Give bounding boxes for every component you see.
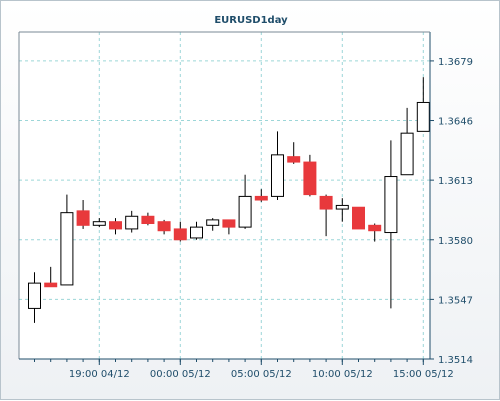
x-tick-label: 00:00 05/12 bbox=[150, 369, 211, 380]
y-tick-label: 1.3547 bbox=[438, 295, 473, 306]
candle-body-bear bbox=[44, 282, 58, 288]
y-tick-label: 1.3613 bbox=[438, 176, 473, 187]
candle bbox=[303, 154, 317, 197]
axes bbox=[18, 31, 431, 360]
candle bbox=[238, 174, 252, 229]
candle bbox=[141, 212, 155, 226]
candle bbox=[416, 77, 430, 132]
candle bbox=[335, 198, 349, 222]
candle bbox=[319, 194, 333, 237]
y-tick-label: 1.3679 bbox=[438, 57, 473, 68]
plot-area bbox=[19, 32, 430, 359]
x-tick-label: 15:00 05/12 bbox=[393, 369, 454, 380]
candle bbox=[76, 200, 90, 229]
candle bbox=[222, 219, 236, 235]
candle-body-bull bbox=[416, 101, 430, 132]
candle-body-bear bbox=[254, 195, 268, 201]
candle-body-bear bbox=[352, 206, 365, 230]
candle-body-bull bbox=[238, 195, 252, 228]
candle bbox=[271, 131, 284, 201]
candle bbox=[287, 142, 301, 164]
candle-body-bull bbox=[28, 282, 41, 309]
candle-body-bear bbox=[109, 221, 122, 230]
candle-body-bull bbox=[400, 132, 414, 176]
candle bbox=[157, 219, 171, 235]
chart-title: EURUSD1day bbox=[214, 15, 288, 26]
candle-body-bear bbox=[319, 195, 333, 210]
x-tick-label: 05:00 05/12 bbox=[231, 369, 292, 380]
candle bbox=[109, 218, 122, 235]
candle bbox=[28, 272, 41, 323]
grid-lines bbox=[19, 32, 430, 359]
candle-body-bull bbox=[92, 221, 106, 226]
x-tick-label: 10:00 05/12 bbox=[312, 369, 373, 380]
candle-body-bull bbox=[206, 219, 220, 226]
x-tick-label: 19:00 04/12 bbox=[69, 369, 130, 380]
candle-body-bull bbox=[384, 176, 398, 234]
candle-body-bear bbox=[303, 161, 317, 196]
candle bbox=[60, 194, 74, 286]
candles bbox=[28, 77, 430, 323]
candle bbox=[400, 107, 414, 176]
x-axis-ticks: 19:00 04/12 00:00 05/12 05:00 05/12 10:00 0… bbox=[34, 359, 454, 380]
candle bbox=[384, 140, 398, 309]
y-tick-label: 1.3514 bbox=[438, 355, 473, 366]
candle-body-bear bbox=[368, 224, 382, 232]
candle-body-bull bbox=[335, 204, 349, 210]
candle bbox=[44, 266, 58, 288]
candle-body-bear bbox=[287, 156, 301, 163]
candle bbox=[352, 206, 365, 230]
candle-body-bear bbox=[173, 228, 187, 241]
candle bbox=[368, 223, 382, 242]
candle-body-bear bbox=[157, 221, 171, 232]
y-axis-ticks: 1.3679 1.3646 1.3613 1.3580 1.3547 1.3514 bbox=[430, 57, 473, 366]
candle bbox=[254, 189, 268, 202]
candle bbox=[92, 218, 106, 228]
candle bbox=[173, 221, 187, 242]
candle bbox=[190, 221, 203, 240]
candle bbox=[206, 218, 220, 231]
candle-body-bull bbox=[271, 154, 284, 197]
candle-body-bull bbox=[125, 215, 139, 230]
plot-background bbox=[19, 32, 430, 359]
candle bbox=[125, 210, 139, 233]
candle-body-bull bbox=[60, 212, 74, 286]
candle-body-bear bbox=[76, 210, 90, 226]
y-tick-label: 1.3646 bbox=[438, 117, 473, 128]
candle-body-bull bbox=[190, 226, 203, 239]
candle-body-bear bbox=[222, 219, 236, 228]
y-tick-label: 1.3580 bbox=[438, 236, 473, 247]
candle-body-bear bbox=[141, 215, 155, 225]
